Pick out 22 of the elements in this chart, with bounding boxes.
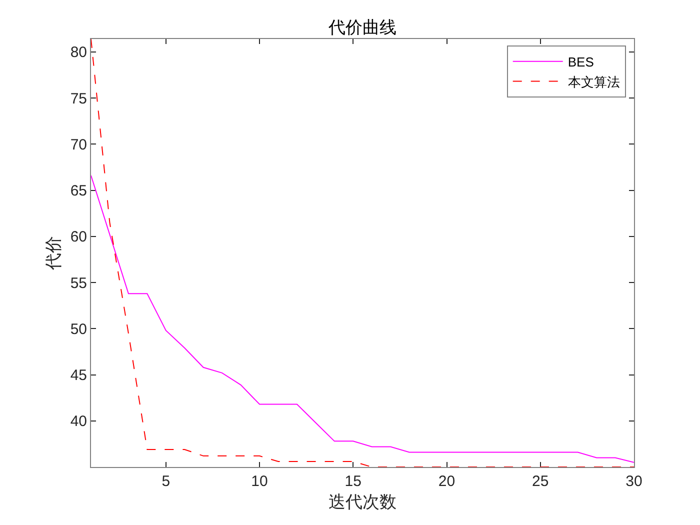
- y-tick-label: 40: [70, 413, 87, 430]
- y-tick-label: 55: [70, 274, 87, 292]
- line-series: [91, 39, 634, 467]
- x-tick-label: 10: [251, 473, 268, 490]
- y-tick-label: 70: [70, 136, 87, 154]
- x-tick-label: 30: [626, 473, 642, 490]
- y-tick-label: 75: [70, 90, 87, 108]
- y-tick-label: 65: [70, 182, 87, 200]
- x-tick-label: 25: [532, 473, 549, 490]
- y-tick-label: 45: [70, 367, 87, 384]
- x-tick-label: 5: [162, 473, 170, 490]
- line-series: [91, 175, 634, 463]
- legend-label: 本文算法: [568, 74, 620, 90]
- chart-title: 代价曲线: [328, 18, 396, 37]
- x-tick-label: 20: [438, 473, 456, 490]
- x-tick-label: 15: [344, 473, 362, 490]
- x-axis-title: 迭代次数: [328, 492, 396, 512]
- y-tick-label: 60: [70, 228, 87, 246]
- y-tick-label: 80: [70, 44, 87, 62]
- legend-label: BES: [568, 54, 594, 70]
- y-axis-title: 代价: [44, 236, 63, 271]
- y-tick-label: 50: [70, 320, 87, 338]
